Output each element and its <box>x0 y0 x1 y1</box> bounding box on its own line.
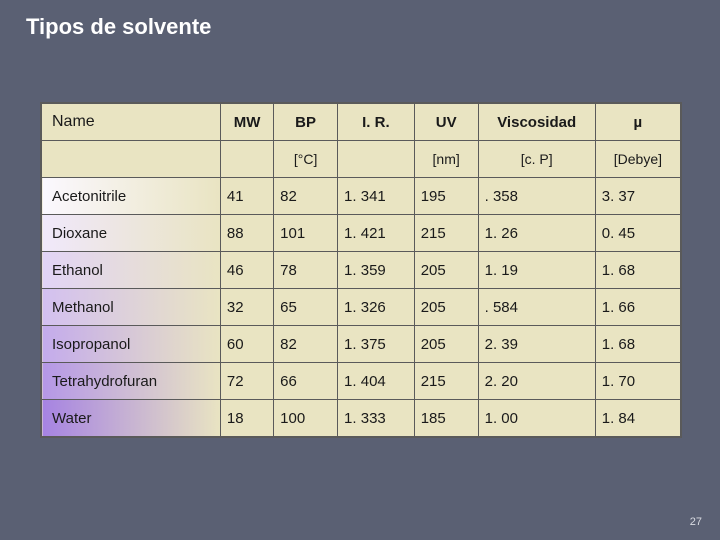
cell-uv: 215 <box>414 215 478 252</box>
cell-name: Water <box>42 400 221 437</box>
cell-bp: 82 <box>274 178 338 215</box>
table-row: Acetonitrile 41 82 1. 341 195 . 358 3. 3… <box>42 178 681 215</box>
table-row: Methanol 32 65 1. 326 205 . 584 1. 66 <box>42 289 681 326</box>
table-row: Tetrahydrofuran 72 66 1. 404 215 2. 20 1… <box>42 363 681 400</box>
cell-mw: 32 <box>220 289 273 326</box>
cell-mw: 46 <box>220 252 273 289</box>
cell-bp: 65 <box>274 289 338 326</box>
cell-name: Dioxane <box>42 215 221 252</box>
cell-name: Ethanol <box>42 252 221 289</box>
cell-mu: 1. 70 <box>595 363 680 400</box>
cell-name: Methanol <box>42 289 221 326</box>
table-row: Isopropanol 60 82 1. 375 205 2. 39 1. 68 <box>42 326 681 363</box>
solvent-table-container: Name MW BP I. R. UV Viscosidad µ [°C] [n… <box>40 102 682 438</box>
cell-viscosity: . 584 <box>478 289 595 326</box>
cell-mu: 0. 45 <box>595 215 680 252</box>
cell-mu: 3. 37 <box>595 178 680 215</box>
col-header-uv: UV <box>414 104 478 141</box>
table-header-row-1: Name MW BP I. R. UV Viscosidad µ <box>42 104 681 141</box>
col-header-name: Name <box>42 104 221 141</box>
col-unit-uv: [nm] <box>414 141 478 178</box>
cell-bp: 100 <box>274 400 338 437</box>
cell-viscosity: 2. 20 <box>478 363 595 400</box>
cell-ir: 1. 375 <box>338 326 415 363</box>
cell-uv: 195 <box>414 178 478 215</box>
cell-mw: 41 <box>220 178 273 215</box>
cell-mu: 1. 68 <box>595 252 680 289</box>
cell-mu: 1. 68 <box>595 326 680 363</box>
col-unit-mw <box>220 141 273 178</box>
table-header-row-2: [°C] [nm] [c. P] [Debye] <box>42 141 681 178</box>
page-number: 27 <box>690 516 702 528</box>
cell-name: Isopropanol <box>42 326 221 363</box>
col-header-mw: MW <box>220 104 273 141</box>
cell-bp: 66 <box>274 363 338 400</box>
cell-viscosity: 1. 19 <box>478 252 595 289</box>
cell-bp: 101 <box>274 215 338 252</box>
col-unit-mu: [Debye] <box>595 141 680 178</box>
cell-mu: 1. 84 <box>595 400 680 437</box>
cell-name: Acetonitrile <box>42 178 221 215</box>
col-unit-viscosity: [c. P] <box>478 141 595 178</box>
col-header-viscosity: Viscosidad <box>478 104 595 141</box>
cell-viscosity: 1. 26 <box>478 215 595 252</box>
cell-viscosity: . 358 <box>478 178 595 215</box>
cell-mw: 18 <box>220 400 273 437</box>
slide-title: Tipos de solvente <box>0 0 720 40</box>
cell-ir: 1. 333 <box>338 400 415 437</box>
cell-ir: 1. 421 <box>338 215 415 252</box>
slide: Tipos de solvente Name MW BP I. R. UV Vi… <box>0 0 720 540</box>
cell-bp: 78 <box>274 252 338 289</box>
col-unit-name <box>42 141 221 178</box>
cell-viscosity: 1. 00 <box>478 400 595 437</box>
cell-mw: 60 <box>220 326 273 363</box>
cell-uv: 205 <box>414 326 478 363</box>
col-unit-bp: [°C] <box>274 141 338 178</box>
table-row: Ethanol 46 78 1. 359 205 1. 19 1. 68 <box>42 252 681 289</box>
cell-ir: 1. 341 <box>338 178 415 215</box>
cell-uv: 185 <box>414 400 478 437</box>
col-header-bp: BP <box>274 104 338 141</box>
cell-name: Tetrahydrofuran <box>42 363 221 400</box>
cell-bp: 82 <box>274 326 338 363</box>
cell-mw: 72 <box>220 363 273 400</box>
cell-viscosity: 2. 39 <box>478 326 595 363</box>
cell-uv: 205 <box>414 289 478 326</box>
table-row: Water 18 100 1. 333 185 1. 00 1. 84 <box>42 400 681 437</box>
cell-uv: 215 <box>414 363 478 400</box>
solvent-table: Name MW BP I. R. UV Viscosidad µ [°C] [n… <box>41 103 681 437</box>
cell-mu: 1. 66 <box>595 289 680 326</box>
col-header-mu: µ <box>595 104 680 141</box>
cell-uv: 205 <box>414 252 478 289</box>
cell-ir: 1. 359 <box>338 252 415 289</box>
col-header-ir: I. R. <box>338 104 415 141</box>
col-unit-ir <box>338 141 415 178</box>
table-row: Dioxane 88 101 1. 421 215 1. 26 0. 45 <box>42 215 681 252</box>
cell-ir: 1. 326 <box>338 289 415 326</box>
cell-ir: 1. 404 <box>338 363 415 400</box>
cell-mw: 88 <box>220 215 273 252</box>
